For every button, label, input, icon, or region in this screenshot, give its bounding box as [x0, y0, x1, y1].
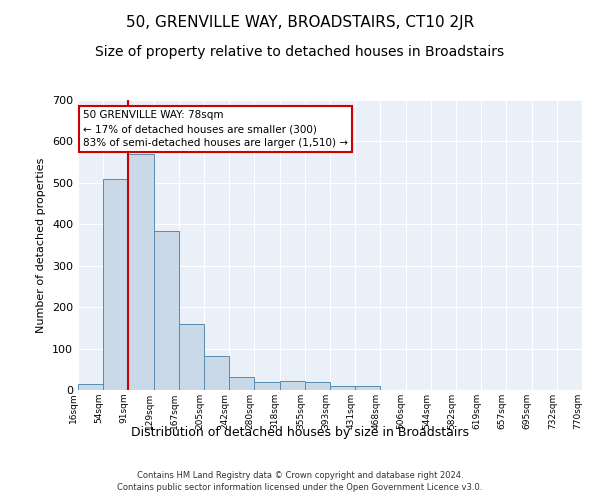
Bar: [330, 386, 355, 390]
Y-axis label: Number of detached properties: Number of detached properties: [37, 158, 46, 332]
Text: 50, GRENVILLE WAY, BROADSTAIRS, CT10 2JR: 50, GRENVILLE WAY, BROADSTAIRS, CT10 2JR: [126, 15, 474, 30]
Text: Contains public sector information licensed under the Open Government Licence v3: Contains public sector information licen…: [118, 483, 482, 492]
Text: Contains HM Land Registry data © Crown copyright and database right 2024.: Contains HM Land Registry data © Crown c…: [137, 470, 463, 480]
Bar: [128, 154, 154, 390]
Bar: [78, 384, 103, 390]
Bar: [355, 386, 380, 390]
Bar: [280, 381, 305, 390]
Bar: [204, 356, 229, 390]
Bar: [154, 230, 179, 390]
Text: 50 GRENVILLE WAY: 78sqm
← 17% of detached houses are smaller (300)
83% of semi-d: 50 GRENVILLE WAY: 78sqm ← 17% of detache…: [83, 110, 348, 148]
Bar: [305, 382, 330, 390]
Bar: [179, 324, 204, 390]
Bar: [103, 178, 128, 390]
Bar: [254, 382, 280, 390]
Text: Size of property relative to detached houses in Broadstairs: Size of property relative to detached ho…: [95, 45, 505, 59]
Bar: [229, 376, 254, 390]
Text: Distribution of detached houses by size in Broadstairs: Distribution of detached houses by size …: [131, 426, 469, 439]
